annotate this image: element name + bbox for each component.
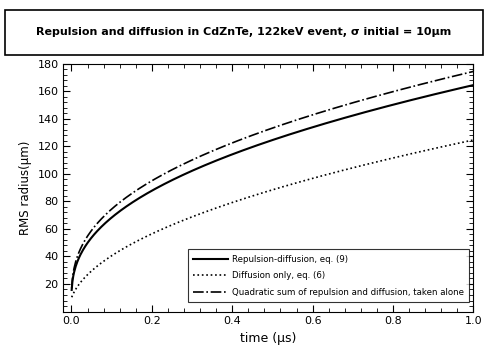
Repulsion-diffusion, eq. (9) [308,126,314,130]
Repulsion-diffusion, eq. (9) [398,101,404,105]
Repulsion-diffusion, eq. (9) [262,141,268,145]
FancyBboxPatch shape [5,10,483,55]
Quadratic sum of repulsion and diffusion, taken alone [262,129,268,133]
Quadratic sum of repulsion and diffusion, taken alone [470,69,476,74]
Line: Quadratic sum of repulsion and diffusion, taken alone: Quadratic sum of repulsion and diffusion… [72,72,473,288]
Repulsion-diffusion, eq. (9) [286,132,292,137]
Quadratic sum of repulsion and diffusion, taken alone [308,113,314,118]
Diffusion only, eq. (6) [260,191,265,195]
X-axis label: time (μs): time (μs) [240,332,297,345]
Line: Diffusion only, eq. (6): Diffusion only, eq. (6) [72,140,473,297]
Repulsion-diffusion, eq. (9) [69,288,75,292]
Quadratic sum of repulsion and diffusion, taken alone [286,120,292,125]
Diffusion only, eq. (6) [308,177,314,181]
Line: Repulsion-diffusion, eq. (9): Repulsion-diffusion, eq. (9) [72,85,473,290]
Diffusion only, eq. (6) [398,154,404,158]
Quadratic sum of repulsion and diffusion, taken alone [398,87,404,92]
Diffusion only, eq. (6) [470,138,476,142]
Repulsion-diffusion, eq. (9) [260,141,265,145]
Diffusion only, eq. (6) [262,190,268,194]
Diffusion only, eq. (6) [286,183,292,187]
Y-axis label: RMS radius(μm): RMS radius(μm) [19,141,32,235]
Diffusion only, eq. (6) [461,140,467,144]
Quadratic sum of repulsion and diffusion, taken alone [461,72,467,76]
Repulsion-diffusion, eq. (9) [461,85,467,90]
Repulsion-diffusion, eq. (9) [470,83,476,87]
Quadratic sum of repulsion and diffusion, taken alone [260,130,265,134]
Quadratic sum of repulsion and diffusion, taken alone [69,286,75,290]
Legend: Repulsion-diffusion, eq. (9), Diffusion only, eq. (6), Quadratic sum of repulsio: Repulsion-diffusion, eq. (9), Diffusion … [188,250,469,302]
Text: Repulsion and diffusion in CdZnTe, 122keV event, σ initial = 10μm: Repulsion and diffusion in CdZnTe, 122ke… [37,27,451,37]
Diffusion only, eq. (6) [69,295,75,299]
